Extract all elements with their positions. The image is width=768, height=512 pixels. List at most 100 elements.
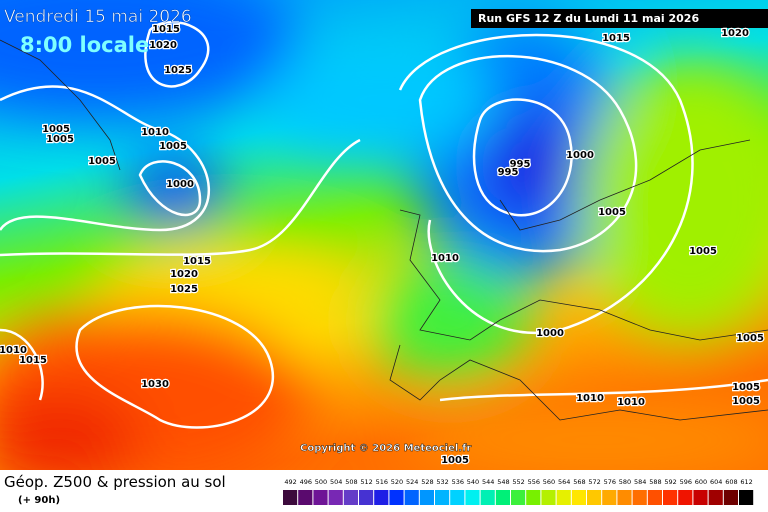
legend-swatch — [419, 490, 434, 505]
legend-label: 540 — [467, 478, 479, 486]
legend-label: 584 — [634, 478, 646, 486]
legend-swatch — [283, 490, 298, 505]
isobar-label: 1015 — [152, 24, 180, 35]
isobar-label: 1005 — [736, 333, 764, 344]
legend-label: 500 — [315, 478, 327, 486]
isobar-label: 1005 — [46, 134, 74, 145]
isobar-label: 1015 — [19, 355, 47, 366]
legend-label: 512 — [360, 478, 372, 486]
legend-swatch — [587, 490, 602, 505]
isobar-label: 1005 — [441, 455, 469, 466]
legend-swatch — [723, 490, 738, 505]
legend-label: 576 — [604, 478, 616, 486]
legend-swatch — [511, 490, 526, 505]
legend-swatch — [495, 490, 510, 505]
legend-swatch — [480, 490, 495, 505]
legend-label: 552 — [512, 478, 524, 486]
legend-swatch — [602, 490, 617, 505]
isobar-label: 1000 — [536, 328, 564, 339]
legend-swatch — [647, 490, 662, 505]
legend-swatch — [526, 490, 541, 505]
legend-label: 544 — [482, 478, 494, 486]
legend-label: 520 — [391, 478, 403, 486]
legend-label: 580 — [619, 478, 631, 486]
legend-label: 572 — [588, 478, 600, 486]
legend-label: 596 — [680, 478, 692, 486]
legend-swatch — [678, 490, 693, 505]
isobar-label: 995 — [510, 159, 531, 170]
footer-title: Géop. Z500 & pression au sol — [4, 473, 226, 491]
isobar-label: 995 — [498, 167, 519, 178]
isobar-label: 1005 — [42, 124, 70, 135]
legend-swatch — [343, 490, 358, 505]
legend-swatch — [389, 490, 404, 505]
legend-label: 528 — [421, 478, 433, 486]
isobar-label: 1025 — [170, 284, 198, 295]
legend-swatch — [298, 490, 313, 505]
isobar-labels: 1015 1020 1025 1005 1005 1005 1010 1005 … — [0, 23, 765, 468]
legend-swatch — [739, 490, 754, 505]
isobar-label: 1030 — [141, 379, 169, 390]
legend-label: 524 — [406, 478, 418, 486]
legend-swatch — [404, 490, 419, 505]
forecast-date: Vendredi 15 mai 2026 — [4, 7, 192, 27]
isobar-label: 1010 — [0, 345, 27, 356]
isobar-label: 1020 — [149, 40, 177, 51]
legend-swatch — [450, 490, 465, 505]
legend-swatch — [374, 490, 389, 505]
legend-swatch — [359, 490, 374, 505]
legend-swatch — [465, 490, 480, 505]
legend-swatch — [571, 490, 586, 505]
isobar-label: 1015 — [183, 256, 211, 267]
isobar-label: 1005 — [88, 156, 116, 167]
legend-swatch — [708, 490, 723, 505]
legend-label: 508 — [345, 478, 357, 486]
legend-label: 496 — [300, 478, 312, 486]
isobar-label: 1005 — [689, 246, 717, 257]
legend-label: 548 — [497, 478, 509, 486]
legend-label: 608 — [725, 478, 737, 486]
isobar-label: 1005 — [598, 207, 626, 218]
isobar-label: 1020 — [721, 28, 749, 39]
legend-label: 536 — [452, 478, 464, 486]
legend-swatch — [541, 490, 556, 505]
map — [0, 0, 768, 470]
legend-label: 568 — [573, 478, 585, 486]
legend-label: 588 — [649, 478, 661, 486]
legend-label: 560 — [543, 478, 555, 486]
legend-swatch — [556, 490, 571, 505]
isobar-label: 1005 — [732, 382, 760, 393]
legend-label: 492 — [284, 478, 296, 486]
legend-swatch — [313, 490, 328, 505]
legend-label: 556 — [528, 478, 540, 486]
legend-label: 504 — [330, 478, 342, 486]
legend-swatch — [617, 490, 632, 505]
legend-swatch — [435, 490, 450, 505]
isobar-label: 1010 — [617, 397, 645, 408]
legend-label: 604 — [710, 478, 722, 486]
copyright: Copyright © 2026 Meteociel.fr — [300, 443, 471, 454]
legend-label: 592 — [664, 478, 676, 486]
isobar-label: 1010 — [431, 253, 459, 264]
legend-swatch — [693, 490, 708, 505]
legend-label: 516 — [376, 478, 388, 486]
isobar-label: 1025 — [164, 65, 192, 76]
run-banner — [471, 9, 768, 28]
isobar-label: 1000 — [166, 179, 194, 190]
legend-label: 532 — [436, 478, 448, 486]
isobar-label: 1015 — [602, 33, 630, 44]
legend-swatch — [328, 490, 343, 505]
isobar-label: 1005 — [732, 396, 760, 407]
forecast-time: 8:00 locale — [20, 33, 149, 57]
legend-swatch — [632, 490, 647, 505]
legend-label: 612 — [740, 478, 752, 486]
isobar-label: 1020 — [170, 269, 198, 280]
isobar-label: 1010 — [576, 393, 604, 404]
isobar-label: 1000 — [566, 150, 594, 161]
legend-label: 564 — [558, 478, 570, 486]
legend-swatch — [663, 490, 678, 505]
isobar-label: 1005 — [159, 141, 187, 152]
legend-label: 600 — [695, 478, 707, 486]
isobar-label: 1010 — [141, 127, 169, 138]
